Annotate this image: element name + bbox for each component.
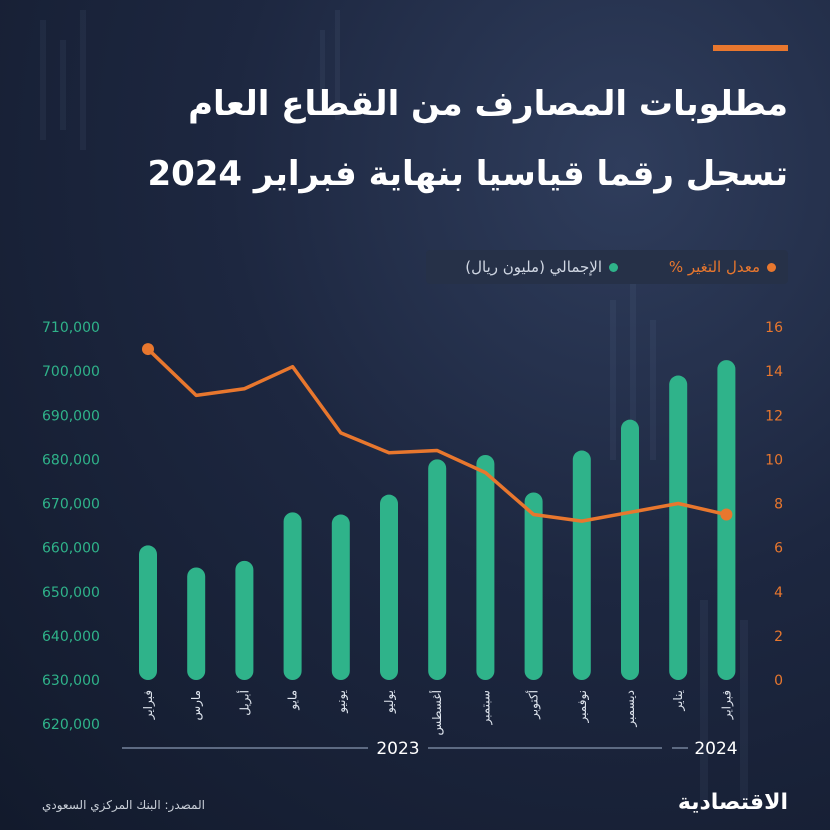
y-left-tick-label: 690,000	[42, 408, 100, 424]
y-right-tick-label: 10	[765, 452, 783, 468]
bar	[428, 459, 447, 680]
y-left-tick-label: 680,000	[42, 452, 100, 468]
bar	[139, 545, 157, 680]
y-right-tick-label: 0	[774, 673, 783, 689]
title-line-2: تسجل رقما قياسيا بنهاية فبراير 2024	[147, 154, 788, 194]
legend: معدل التغير % الإجمالي (مليون ريال)	[426, 250, 788, 284]
y-left-tick-label: 650,000	[42, 585, 100, 601]
bar	[621, 419, 639, 680]
x-tick-label: أبريل	[236, 690, 252, 716]
year-label-2023: 2023	[376, 739, 419, 759]
y-left-tick-label: 700,000	[42, 364, 100, 380]
rate-endpoint	[720, 508, 733, 521]
bar	[331, 514, 350, 680]
rate-line	[146, 347, 727, 523]
legend-dot-rate	[767, 263, 776, 272]
title-line-1: مطلوبات المصارف من القطاع العام	[188, 84, 788, 124]
x-tick-label: مارس	[189, 690, 204, 721]
y-right-tick-label: 8	[774, 497, 783, 513]
x-tick-label: فبراير	[141, 690, 156, 720]
x-tick-label: ديسمبر	[623, 690, 638, 728]
y-right-tick-label: 14	[765, 364, 783, 380]
legend-item-total: الإجمالي (مليون ريال)	[465, 250, 618, 284]
bar	[380, 494, 398, 680]
publisher-logo: الاقتصادية	[677, 790, 788, 815]
y-right-tick-label: 16	[765, 320, 783, 336]
legend-item-rate: معدل التغير %	[669, 250, 776, 284]
y-left-tick-label: 660,000	[42, 541, 100, 557]
y-left-tick-label: 630,000	[42, 673, 100, 689]
y-left-tick-label: 670,000	[42, 497, 100, 513]
legend-dot-total	[609, 263, 618, 272]
bar	[476, 454, 495, 680]
x-tick-label: نوفمبر	[575, 690, 590, 723]
x-tick-label: يونيو	[334, 690, 349, 714]
x-tick-label: يوليو	[382, 690, 397, 714]
bar	[524, 492, 543, 680]
legend-label-total: الإجمالي (مليون ريال)	[465, 258, 602, 276]
bar	[235, 560, 254, 680]
x-tick-label: أكتوبر	[526, 690, 542, 720]
x-tick-label: أغسطس	[429, 690, 445, 735]
y-right-tick-label: 12	[765, 408, 783, 424]
x-tick-label: فبراير	[719, 690, 734, 720]
y-right-tick-label: 2	[774, 629, 783, 645]
bar	[187, 567, 206, 680]
year-label-2024: 2024	[694, 739, 737, 759]
bar	[283, 512, 302, 680]
accent-bar	[713, 45, 788, 51]
x-tick-label: يناير	[671, 690, 686, 712]
x-tick-label: سبتمبر	[478, 690, 493, 725]
rate-endpoint	[142, 343, 154, 356]
y-left-tick-label: 640,000	[42, 629, 100, 645]
legend-label-rate: معدل التغير %	[668, 258, 760, 276]
x-tick-label: مايو	[286, 690, 301, 711]
y-left-tick-label: 620,000	[42, 717, 100, 733]
y-right-tick-label: 4	[774, 585, 783, 601]
bar	[669, 375, 688, 680]
source-note: المصدر: البنك المركزي السعودي	[42, 798, 205, 812]
y-right-tick-label: 6	[774, 541, 783, 557]
y-left-tick-label: 710,000	[42, 320, 100, 336]
bar	[572, 450, 591, 680]
